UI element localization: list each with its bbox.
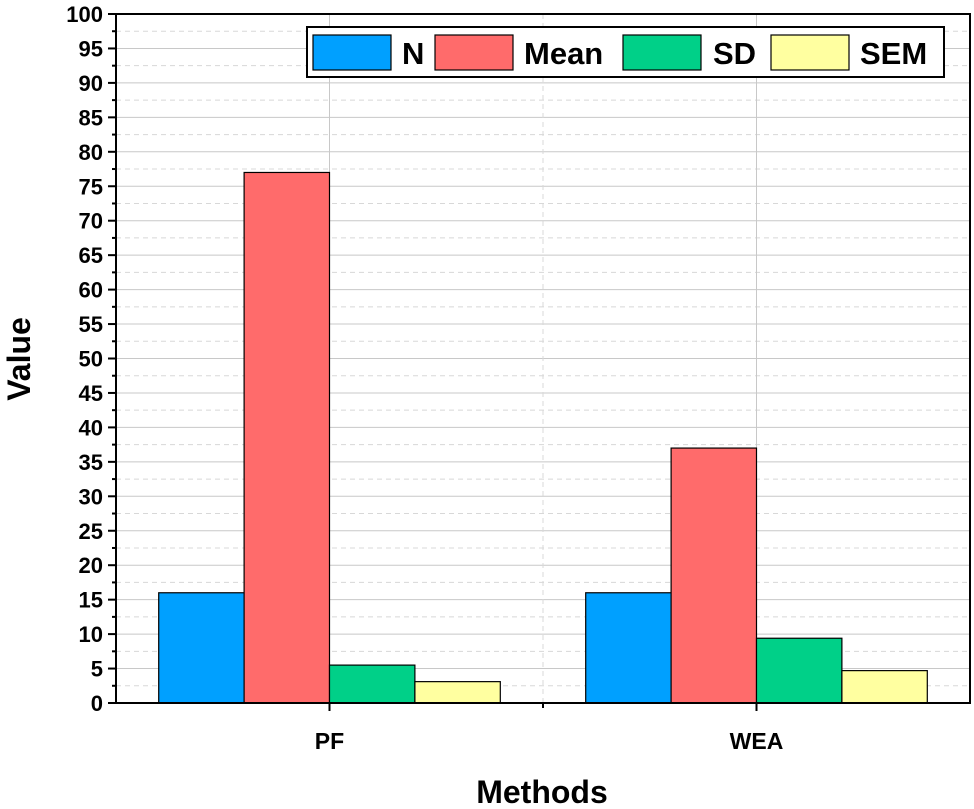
y-tick-label: 45 xyxy=(79,381,103,406)
y-tick-label: 20 xyxy=(79,553,103,578)
legend-swatch-sd xyxy=(622,34,702,71)
y-tick-label: 90 xyxy=(79,71,103,96)
y-tick-label: 0 xyxy=(91,691,103,716)
legend-label-sd: SD xyxy=(713,36,756,71)
y-tick-label: 50 xyxy=(79,347,103,372)
y-tick-label: 80 xyxy=(79,140,103,165)
y-tick-label: 75 xyxy=(79,174,103,199)
x-tick-label: PF xyxy=(315,728,344,754)
bar-mean-wea xyxy=(670,447,758,704)
bar-n-pf xyxy=(158,592,245,704)
bar-sem-pf xyxy=(414,681,501,704)
y-tick-label: 40 xyxy=(79,415,103,440)
legend-swatch-sem xyxy=(770,34,850,71)
y-tick-label: 5 xyxy=(91,657,103,682)
y-tick-label: 100 xyxy=(66,2,103,27)
legend-swatch-mean xyxy=(434,34,514,71)
legend-label-n: N xyxy=(402,36,424,71)
bar-sd-pf xyxy=(328,664,416,704)
x-tick-label: WEA xyxy=(730,728,784,754)
bar-sem-wea xyxy=(841,670,928,704)
legend-label-mean: Mean xyxy=(524,36,603,71)
y-tick-label: 60 xyxy=(79,278,103,303)
axis-ticks: 0 5 10 15 20 25 30 35 40 45 50 55 60 65 70 75 80 85 90 95 10… xyxy=(66,2,783,754)
y-tick-label: 85 xyxy=(79,105,103,130)
y-tick-label: 30 xyxy=(79,484,103,509)
y-tick-label: 65 xyxy=(79,243,103,268)
y-tick-label: 15 xyxy=(79,588,103,613)
y-tick-label: 55 xyxy=(79,312,103,337)
y-tick-label: 95 xyxy=(79,36,103,61)
y-axis-title: Value xyxy=(1,317,37,401)
bar-n-wea xyxy=(585,592,672,704)
y-tick-label: 70 xyxy=(79,209,103,234)
legend-swatch-n xyxy=(312,34,392,71)
y-tick-label: 25 xyxy=(79,519,103,544)
bar-mean-pf xyxy=(243,171,331,704)
legend: N Mean SD SEM xyxy=(306,26,945,78)
bars xyxy=(158,171,928,704)
x-axis-title: Methods xyxy=(476,774,608,809)
legend-label-sem: SEM xyxy=(860,36,927,71)
y-tick-label: 35 xyxy=(79,450,103,475)
y-tick-label: 10 xyxy=(79,622,103,647)
bar-sd-wea xyxy=(755,637,843,704)
